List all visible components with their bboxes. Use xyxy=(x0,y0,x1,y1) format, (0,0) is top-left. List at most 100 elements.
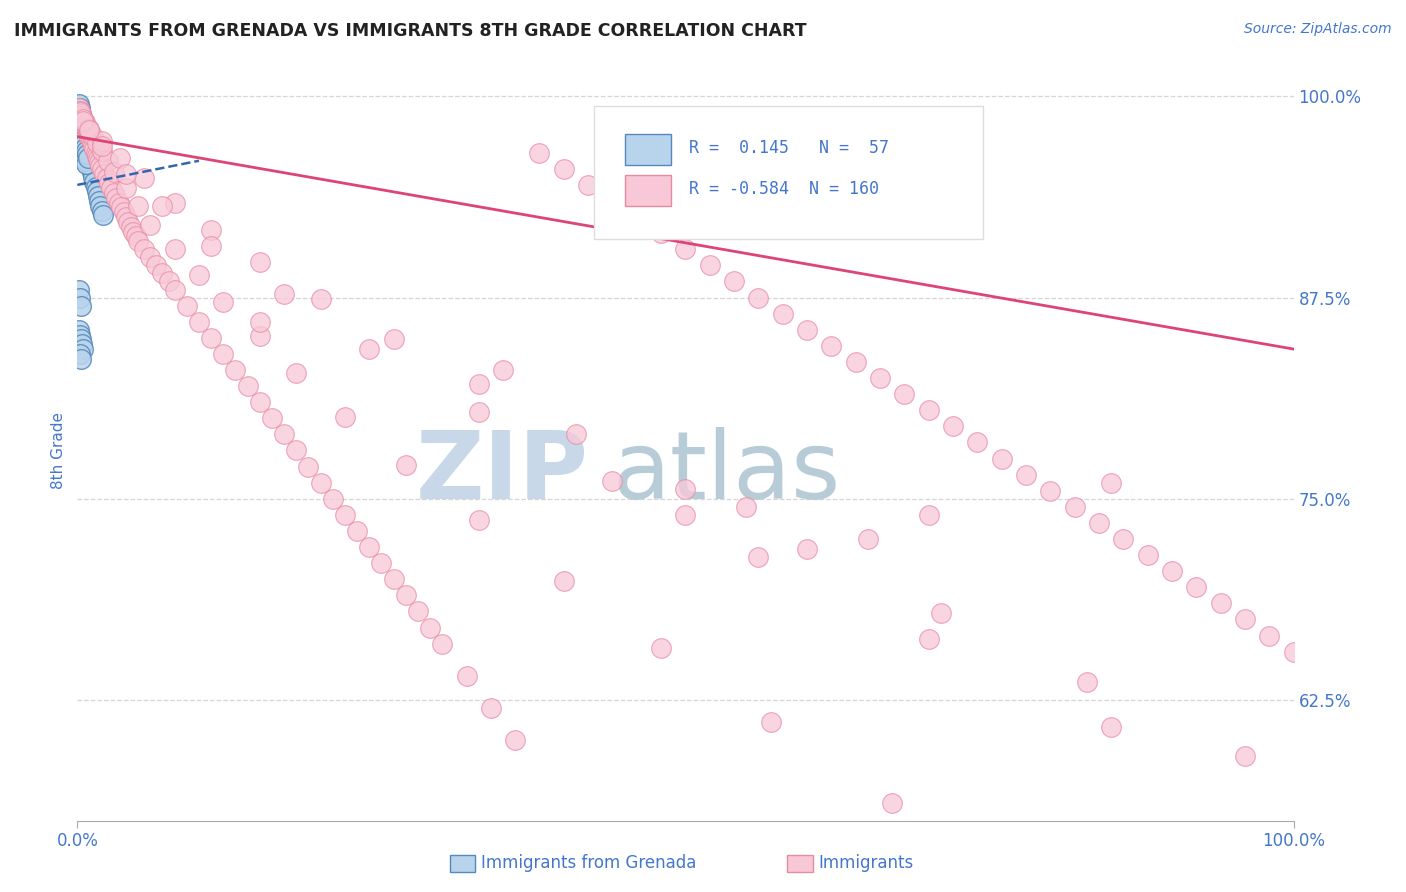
Point xyxy=(67,125,90,139)
Point xyxy=(69,347,91,361)
Text: atlas: atlas xyxy=(613,426,841,518)
Point xyxy=(87,152,110,166)
Point xyxy=(80,165,103,179)
Point xyxy=(145,258,167,272)
Point xyxy=(84,179,107,194)
Point xyxy=(70,147,93,161)
Point xyxy=(942,419,965,434)
Point xyxy=(80,160,103,174)
Point xyxy=(72,113,94,128)
Text: R =  0.145   N =  57: R = 0.145 N = 57 xyxy=(689,139,889,157)
Point xyxy=(97,153,120,168)
Point xyxy=(1258,628,1281,642)
Point xyxy=(467,513,489,527)
Point xyxy=(212,295,235,310)
Point xyxy=(723,275,745,289)
Point xyxy=(735,500,758,514)
Point xyxy=(96,171,118,186)
Point xyxy=(70,107,93,121)
Point xyxy=(333,409,356,424)
Point xyxy=(918,632,941,646)
Point xyxy=(188,315,211,329)
Point xyxy=(90,161,112,176)
Text: Source: ZipAtlas.com: Source: ZipAtlas.com xyxy=(1244,22,1392,37)
Point xyxy=(82,169,104,184)
Point xyxy=(86,149,108,163)
Point xyxy=(91,209,114,223)
Point xyxy=(893,387,915,401)
Point xyxy=(134,171,156,186)
Point xyxy=(122,225,145,239)
Point xyxy=(70,111,93,125)
Point xyxy=(84,145,107,160)
Point xyxy=(200,223,222,237)
Point xyxy=(73,117,96,131)
Point xyxy=(152,199,174,213)
Point xyxy=(699,258,721,272)
Point xyxy=(76,143,98,157)
Point xyxy=(1099,475,1122,490)
Point xyxy=(67,137,90,152)
Point xyxy=(747,549,769,564)
Point xyxy=(89,199,111,213)
Point xyxy=(79,157,101,171)
Point xyxy=(1209,596,1232,610)
Point xyxy=(117,215,139,229)
Point xyxy=(747,291,769,305)
Text: R = -0.584  N = 160: R = -0.584 N = 160 xyxy=(689,180,879,198)
Point xyxy=(103,165,125,179)
Point xyxy=(395,458,418,472)
Point xyxy=(72,120,94,134)
Point xyxy=(115,167,138,181)
Point xyxy=(529,145,551,160)
Point xyxy=(796,323,818,337)
Point xyxy=(90,144,112,158)
Point xyxy=(69,141,91,155)
Point xyxy=(163,283,186,297)
Point xyxy=(918,403,941,417)
Point xyxy=(87,189,110,203)
Point xyxy=(467,377,489,392)
FancyBboxPatch shape xyxy=(624,135,671,165)
Point xyxy=(105,191,128,205)
Point xyxy=(479,701,502,715)
Point xyxy=(576,178,599,192)
Point xyxy=(370,556,392,570)
Point xyxy=(456,669,478,683)
Point xyxy=(115,181,138,195)
Point xyxy=(86,185,108,199)
Point xyxy=(76,147,98,161)
Point xyxy=(990,451,1012,466)
Point xyxy=(79,123,101,137)
Point xyxy=(157,275,180,289)
Point xyxy=(134,242,156,256)
Point xyxy=(90,135,112,149)
Point xyxy=(69,103,91,118)
Point xyxy=(273,287,295,301)
Point xyxy=(72,151,94,165)
Point xyxy=(80,128,103,142)
Point xyxy=(70,111,93,125)
Point xyxy=(66,121,89,136)
Point xyxy=(1088,516,1111,530)
Text: ZIP: ZIP xyxy=(415,426,588,518)
Point xyxy=(650,641,672,656)
Point xyxy=(1063,500,1085,514)
Point xyxy=(86,136,108,150)
Point xyxy=(236,379,259,393)
Point xyxy=(966,435,988,450)
Text: Immigrants: Immigrants xyxy=(818,855,914,872)
Point xyxy=(176,299,198,313)
Point xyxy=(100,181,122,195)
Point xyxy=(1015,467,1038,482)
Point xyxy=(107,195,129,210)
Point xyxy=(73,129,96,144)
Point xyxy=(553,161,575,176)
Point xyxy=(249,395,271,409)
Point xyxy=(73,115,96,129)
Point xyxy=(73,127,96,141)
Point xyxy=(285,366,308,380)
Point xyxy=(69,105,91,120)
Point xyxy=(492,363,515,377)
Point xyxy=(1233,749,1256,764)
